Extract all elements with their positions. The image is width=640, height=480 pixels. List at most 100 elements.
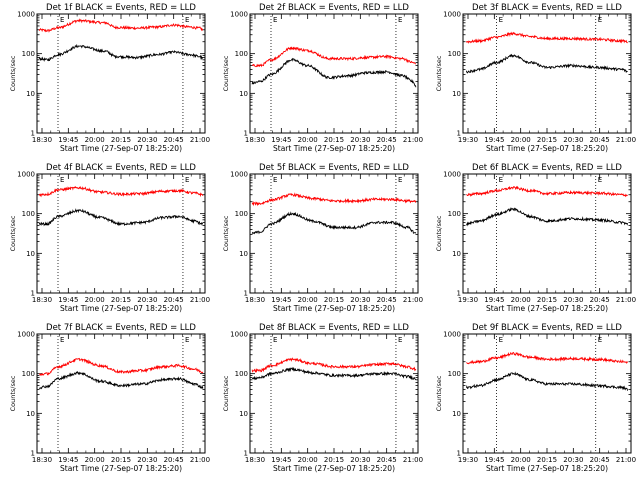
lld-series-line xyxy=(251,192,417,207)
x-tick-label: 20:15 xyxy=(537,296,557,304)
y-axis-label: Counts/sec xyxy=(222,215,230,251)
chart-title: Det 6f BLACK = Events, RED = LLD xyxy=(472,163,622,173)
x-axis-label: Start Time (27-Sep-07 18:25:20) xyxy=(273,464,395,473)
x-tick-label: 20:15 xyxy=(324,136,344,144)
y-tick-label: 1 xyxy=(31,130,35,138)
x-tick-label: 19:45 xyxy=(484,296,504,304)
x-axis-label: Start Time (27-Sep-07 18:25:20) xyxy=(273,144,395,153)
chart-panel-9: Det 9f BLACK = Events, RED = LLD 1 10 100 10… xyxy=(435,323,636,473)
chart-title: Det 9f BLACK = Events, RED = LLD xyxy=(472,323,622,333)
y-tick-label: 100 xyxy=(22,50,35,58)
x-tick-label: 20:45 xyxy=(590,296,610,304)
events-series-line xyxy=(38,208,204,227)
x-axis-label: Start Time (27-Sep-07 18:25:20) xyxy=(60,464,182,473)
x-tick-label: 21:00 xyxy=(190,456,210,464)
lld-series-line xyxy=(251,357,417,373)
x-tick-label: 19:45 xyxy=(484,456,504,464)
y-axis-label: Counts/sec xyxy=(435,55,443,91)
chart-panel-5: Det 5f BLACK = Events, RED = LLD 1 10 100 10… xyxy=(222,163,423,313)
x-tick-label: 18:30 xyxy=(32,296,52,304)
chart-panel-8: Det 8f BLACK = Events, RED = LLD 1 10 100 10… xyxy=(222,323,423,473)
y-tick-label: 100 xyxy=(448,370,461,378)
events-series-line xyxy=(38,43,204,62)
chart-panel-1: Det 1f BLACK = Events, RED = LLD 1 10 100 10… xyxy=(9,3,210,153)
event-marker-label: E xyxy=(60,16,64,24)
y-tick-label: 10 xyxy=(26,410,35,418)
plot-frame xyxy=(36,333,206,454)
events-series-line xyxy=(465,371,629,391)
y-axis-label: Counts/sec xyxy=(435,375,443,411)
x-axis-label: Start Time (27-Sep-07 18:25:20) xyxy=(60,304,182,313)
chart-title: Det 7f BLACK = Events, RED = LLD xyxy=(46,323,196,333)
events-series-line xyxy=(465,53,628,74)
x-tick-label: 20:00 xyxy=(298,296,318,304)
event-marker-label: E xyxy=(185,176,189,184)
x-tick-label: 20:45 xyxy=(377,296,397,304)
y-tick-label: 1 xyxy=(31,450,35,458)
x-tick-label: 20:30 xyxy=(350,456,370,464)
chart-panel-7: Det 7f BLACK = Events, RED = LLD 1 10 100 10… xyxy=(9,323,210,473)
x-tick-label: 18:30 xyxy=(245,136,265,144)
lld-series-line xyxy=(38,185,204,198)
event-marker-label: E xyxy=(60,176,64,184)
chart-panel-3: Det 3f BLACK = Events, RED = LLD 1 10 100 10… xyxy=(435,3,636,153)
event-marker-label: E xyxy=(499,336,503,344)
lld-series-line xyxy=(39,357,204,376)
x-tick-label: 19:45 xyxy=(271,136,291,144)
event-marker-label: E xyxy=(499,16,503,24)
x-tick-label: 20:30 xyxy=(350,296,370,304)
chart-title: Det 4f BLACK = Events, RED = LLD xyxy=(46,163,196,173)
event-marker-label: E xyxy=(598,176,602,184)
lld-series-line xyxy=(465,31,628,44)
events-series-line xyxy=(251,211,417,235)
y-tick-label: 100 xyxy=(22,370,35,378)
x-tick-label: 18:30 xyxy=(245,456,265,464)
y-tick-label: 1000 xyxy=(17,331,35,339)
x-tick-label: 20:45 xyxy=(590,456,610,464)
event-marker-label: E xyxy=(499,176,503,184)
y-tick-label: 100 xyxy=(235,210,248,218)
x-tick-label: 20:00 xyxy=(511,136,531,144)
y-tick-label: 1000 xyxy=(443,11,461,19)
x-axis-label: Start Time (27-Sep-07 18:25:20) xyxy=(273,304,395,313)
x-tick-label: 19:30 xyxy=(458,136,478,144)
x-tick-label: 20:15 xyxy=(324,456,344,464)
event-marker-label: E xyxy=(273,176,277,184)
x-tick-label: 21:00 xyxy=(616,296,636,304)
y-axis-label: Counts/sec xyxy=(222,375,230,411)
event-marker-label: E xyxy=(273,336,277,344)
x-tick-label: 20:30 xyxy=(563,296,583,304)
x-tick-label: 20:15 xyxy=(537,456,557,464)
x-tick-label: 20:15 xyxy=(537,136,557,144)
x-tick-label: 20:45 xyxy=(164,136,184,144)
y-tick-label: 100 xyxy=(448,50,461,58)
chart-title: Det 5f BLACK = Events, RED = LLD xyxy=(259,163,409,173)
y-tick-label: 10 xyxy=(239,410,248,418)
x-tick-label: 20:15 xyxy=(111,136,131,144)
event-marker-label: E xyxy=(598,336,602,344)
y-tick-label: 1 xyxy=(457,130,461,138)
y-tick-label: 1 xyxy=(244,290,248,298)
x-tick-label: 20:00 xyxy=(511,296,531,304)
y-tick-label: 1 xyxy=(457,290,461,298)
x-tick-label: 20:15 xyxy=(111,456,131,464)
lld-series-line xyxy=(251,46,417,68)
y-tick-label: 10 xyxy=(26,90,35,98)
y-tick-label: 1000 xyxy=(17,171,35,179)
event-marker-label: E xyxy=(398,176,402,184)
x-tick-label: 20:45 xyxy=(590,136,610,144)
y-tick-label: 1000 xyxy=(230,331,248,339)
y-axis-label: Counts/sec xyxy=(9,215,17,251)
event-marker-label: E xyxy=(398,336,402,344)
y-tick-label: 10 xyxy=(26,250,35,258)
x-axis-label: Start Time (27-Sep-07 18:25:20) xyxy=(486,464,608,473)
chart-panel-2: Det 2f BLACK = Events, RED = LLD 1 10 100 10… xyxy=(222,3,423,153)
y-tick-label: 1 xyxy=(244,450,248,458)
events-series-line xyxy=(466,207,629,227)
x-tick-label: 19:30 xyxy=(458,296,478,304)
x-tick-label: 18:30 xyxy=(32,136,52,144)
lld-series-line xyxy=(38,18,204,33)
y-tick-label: 10 xyxy=(452,250,461,258)
y-tick-label: 1 xyxy=(457,450,461,458)
